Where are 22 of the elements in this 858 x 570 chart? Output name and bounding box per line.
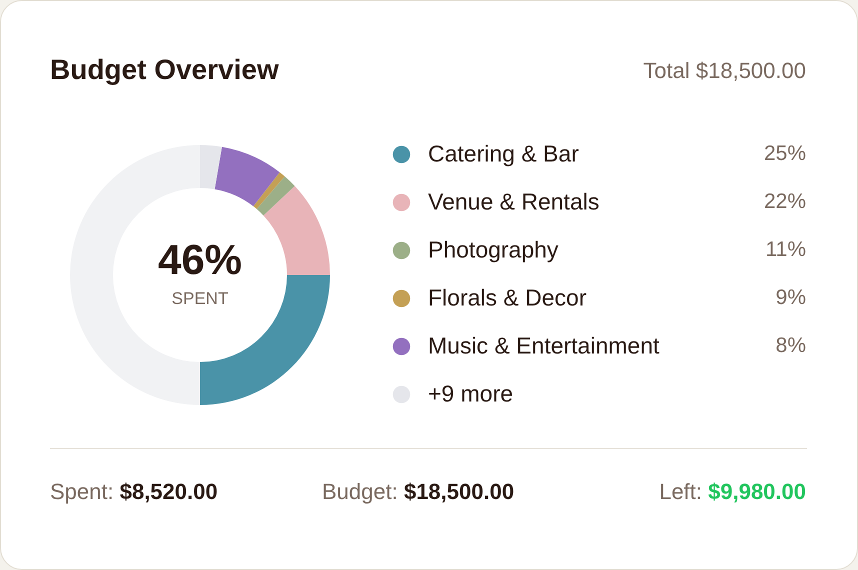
donut-slice	[256, 176, 295, 216]
text: 11%	[766, 238, 806, 262]
text: 9%	[776, 286, 806, 310]
text: SPENT	[172, 289, 228, 308]
text: 25%	[764, 142, 806, 166]
donut-slice	[214, 146, 280, 206]
legend-label: Photography	[428, 236, 559, 262]
chart-title: Budget Overview	[50, 54, 279, 86]
text: 46%	[158, 236, 242, 283]
text: 8%	[776, 334, 806, 358]
text: 22%	[764, 190, 806, 214]
legend-label: Venue & Rentals	[428, 188, 600, 214]
legend-label: Music & Entertainment	[428, 332, 660, 358]
legend-label: Catering & Bar	[428, 140, 580, 166]
donut-slice	[253, 172, 285, 210]
donut-slice	[263, 186, 330, 275]
legend-label: +9 more	[428, 380, 514, 406]
text: Budget: $18,500.00	[322, 479, 514, 504]
legend-label: Florals & Decor	[428, 284, 587, 310]
text: Total $18,500.00	[643, 58, 806, 84]
text: Left: $9,980.00	[659, 479, 806, 504]
text: Spent: $8,520.00	[50, 479, 218, 504]
